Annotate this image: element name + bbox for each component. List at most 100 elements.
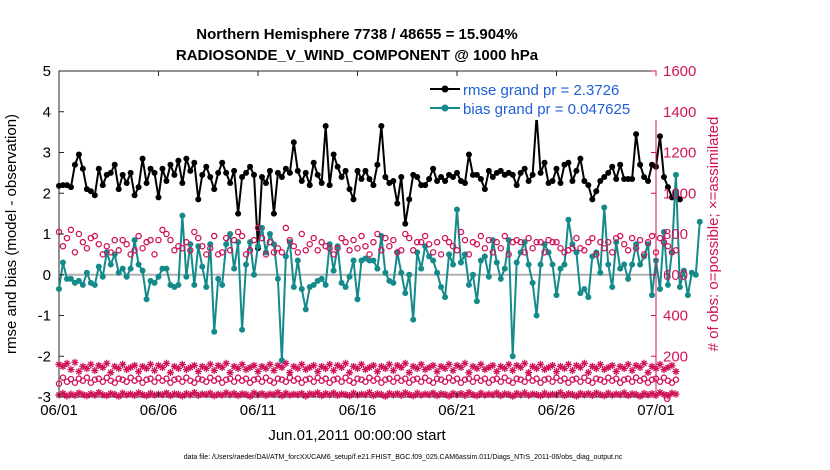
possible-point <box>67 226 75 234</box>
possible-low-point <box>485 379 493 386</box>
possible-point <box>445 238 453 246</box>
possible-low-point <box>593 375 600 382</box>
rmse-point <box>330 151 337 158</box>
assimilated-low-point <box>234 391 242 400</box>
assimilated-point <box>322 364 330 373</box>
bias-point <box>473 298 480 305</box>
possible-low-point <box>660 374 668 381</box>
possible-point <box>63 234 71 242</box>
possible-point <box>234 228 242 236</box>
rmse-point <box>521 165 528 172</box>
x-tick-label: 06/26 <box>538 402 576 419</box>
bias-point <box>485 273 492 280</box>
possible-low-point <box>561 375 568 382</box>
possible-low-point <box>322 375 329 382</box>
assimilated-point <box>131 361 139 370</box>
assimilated-low-point <box>166 391 175 400</box>
assimilated-point <box>576 363 584 372</box>
possible-low-point <box>386 375 393 382</box>
assimilated-point <box>373 367 381 376</box>
possible-low-point <box>55 380 63 388</box>
rmse-point <box>656 133 663 140</box>
bias-point <box>601 204 608 211</box>
possible-low-point <box>330 376 337 383</box>
assimilated-point <box>95 361 103 370</box>
assimilated-low-point <box>385 389 393 397</box>
assimilated-point <box>138 362 147 371</box>
y-tick-label: -3 <box>38 389 51 406</box>
assimilated-point <box>314 367 322 376</box>
ticks-layer: 06/01 06/06 06/11 06/16 06/21 06/26 07/01 -3 -2 -… <box>38 63 697 419</box>
possible-point <box>449 242 457 250</box>
assimilated-point <box>135 367 143 376</box>
possible-low-point <box>612 375 620 382</box>
rmse-point <box>243 169 250 176</box>
y-tick-label: 4 <box>43 104 51 121</box>
assimilated-point <box>620 364 628 373</box>
possible-point <box>242 251 250 258</box>
y2-tick-label: 1200 <box>663 145 696 162</box>
assimilated-point <box>369 361 378 370</box>
assimilated-point <box>166 368 175 377</box>
rmse-point <box>334 163 341 170</box>
assimilated-point <box>274 361 282 370</box>
possible-point <box>278 249 286 256</box>
possible-low-point <box>604 374 612 381</box>
bias-point <box>191 281 198 288</box>
assimilated-point <box>604 363 612 372</box>
possible-point <box>417 238 425 246</box>
assimilated-low-point <box>417 391 425 399</box>
possible-low-point <box>282 378 290 385</box>
assimilated-low-point <box>529 390 537 398</box>
rmse-point <box>183 155 190 162</box>
series-layer <box>55 112 703 400</box>
bias-point <box>418 265 425 272</box>
assimilated-point <box>592 364 600 373</box>
rmse-point <box>219 159 226 166</box>
possible-low-point <box>405 379 413 386</box>
assimilated-low-point <box>266 390 274 398</box>
bias-point <box>621 261 628 268</box>
assimilated-low-point <box>357 390 366 398</box>
possible-point <box>620 240 628 248</box>
rmse-point <box>601 173 608 180</box>
possible-point <box>203 251 210 258</box>
rmse-point <box>266 167 273 174</box>
possible-low-point <box>481 375 489 382</box>
assimilated-point <box>226 368 234 377</box>
possible-low-point <box>103 374 111 381</box>
possible-low-point <box>378 379 385 386</box>
assimilated-point <box>441 364 449 373</box>
assimilated-low-point <box>67 390 75 398</box>
rmse-point <box>211 186 218 193</box>
rmse-point <box>434 178 441 185</box>
bias-point <box>255 243 261 250</box>
assimilated-point <box>417 360 425 368</box>
bias-point <box>696 218 703 225</box>
bias-point <box>123 273 130 280</box>
possible-point <box>405 234 413 242</box>
possible-point <box>533 238 540 246</box>
possible-low-point <box>354 375 361 382</box>
rmse-point <box>302 169 309 176</box>
rmse-point <box>151 169 158 176</box>
bias-point <box>298 286 305 293</box>
rmse-point <box>278 173 285 180</box>
assimilated-point <box>489 361 497 370</box>
possible-low-point <box>87 379 95 386</box>
bias-point <box>581 286 588 293</box>
assimilated-low-point <box>560 391 569 400</box>
assimilated-point <box>59 362 67 371</box>
possible-point <box>250 236 258 244</box>
possible-point <box>226 247 234 254</box>
assimilated-low-point <box>397 391 405 399</box>
bias-point <box>450 261 457 268</box>
possible-low-point <box>569 376 576 383</box>
rmse-point <box>247 163 254 170</box>
assimilated-point <box>238 360 246 368</box>
possible-low-point <box>302 376 310 383</box>
assimilated-point <box>465 368 473 377</box>
bias-point <box>342 283 349 290</box>
rmse-point <box>346 186 353 193</box>
bias-point <box>56 286 62 293</box>
